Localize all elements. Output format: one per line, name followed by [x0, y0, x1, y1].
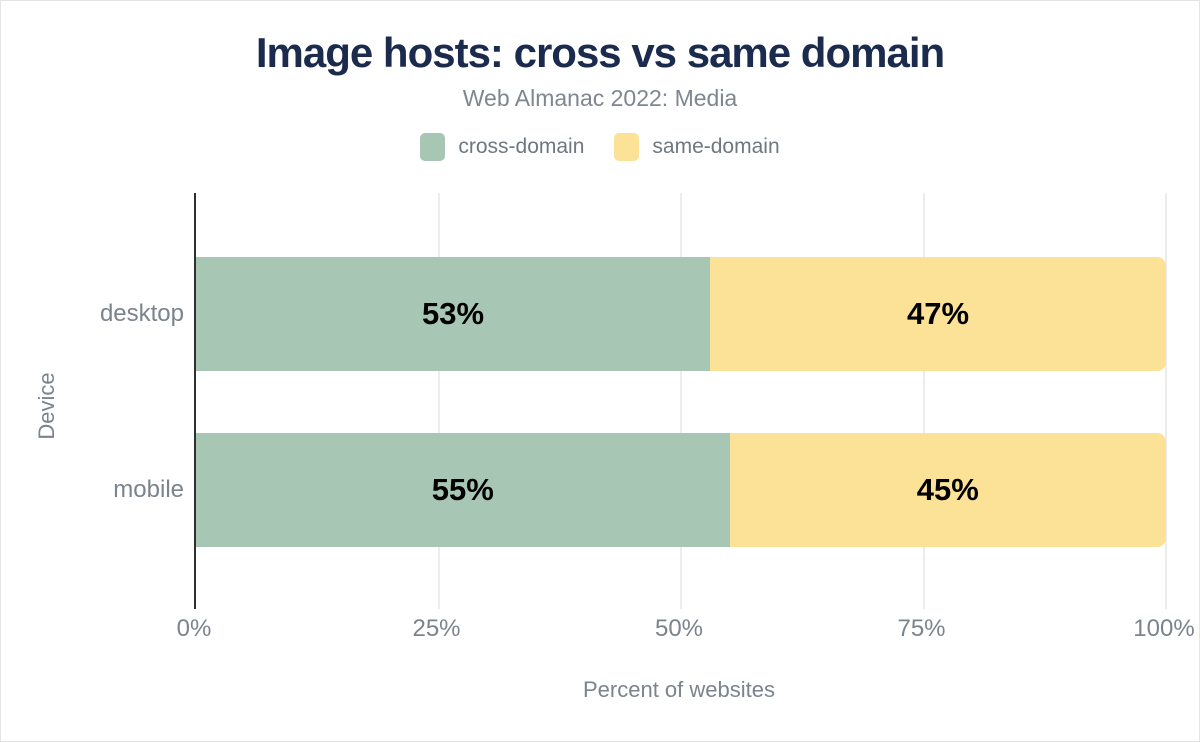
bar-value-label: 53% [422, 296, 485, 331]
legend-swatch-same-domain [614, 133, 640, 161]
legend-item-cross-domain: cross-domain [420, 133, 584, 161]
legend: cross-domain same-domain [1, 133, 1199, 161]
category-label-desktop: desktop [99, 300, 184, 327]
bar-segment-same-domain-mobile: 45% [729, 433, 1166, 547]
gridline-25 [437, 193, 440, 609]
bar-segment-cross-domain-desktop: 53% [196, 257, 711, 371]
x-tick-label-25: 25% [412, 615, 461, 642]
gridline-50 [680, 193, 682, 609]
gridline-75 [922, 193, 925, 609]
bar-row-mobile: 55% 45% [196, 433, 1166, 547]
y-axis-title: Device [34, 372, 59, 440]
bar-value-label: 47% [907, 296, 970, 331]
chart-title: Image hosts: cross vs same domain [255, 29, 945, 76]
legend-swatch-cross-domain [420, 133, 446, 161]
x-axis-title: Percent of websites [583, 677, 775, 702]
x-tick-label-75: 75% [897, 615, 946, 642]
x-tick-label-0: 0% [176, 615, 212, 642]
gridline-100 [1165, 193, 1167, 609]
legend-label: same-domain [652, 135, 780, 158]
legend-label: cross-domain [458, 135, 585, 158]
legend-item-same-domain: same-domain [614, 133, 780, 161]
bar-segment-cross-domain-mobile: 55% [196, 433, 730, 547]
chart-subtitle: Web Almanac 2022: Media [462, 85, 738, 111]
category-label-mobile: mobile [113, 476, 184, 503]
bar-segment-same-domain-desktop: 47% [710, 257, 1166, 371]
bar-value-label: 55% [431, 472, 494, 507]
bar-value-label: 45% [916, 472, 979, 507]
bar-row-desktop: 53% 47% [196, 257, 1166, 371]
x-tick-label-100: 100% [1133, 615, 1195, 642]
x-tick-label-50: 50% [654, 615, 704, 642]
plot-area: 53% 47% 55% 45% [194, 193, 1167, 609]
